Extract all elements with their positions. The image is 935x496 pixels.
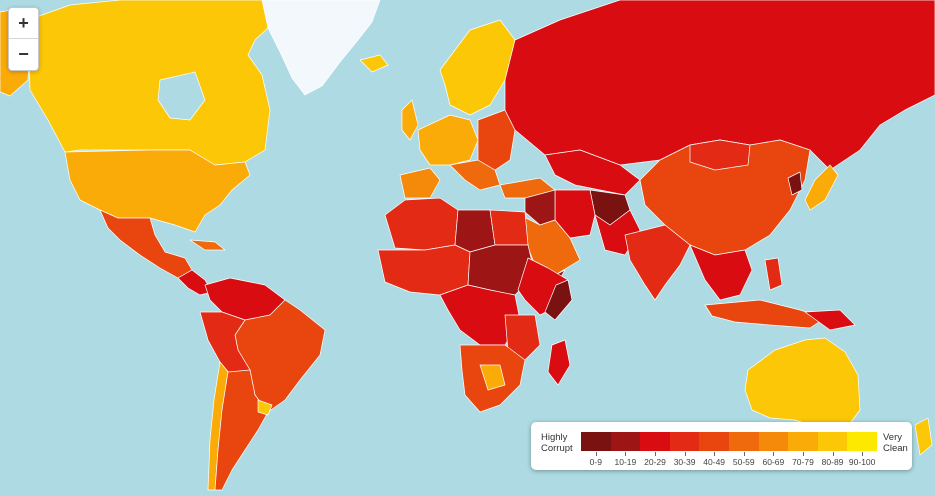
region-papua-new-guinea[interactable] (804, 309, 856, 331)
region-argentina[interactable] (214, 369, 269, 491)
region-libya[interactable] (454, 209, 496, 253)
region-cuba[interactable] (189, 239, 226, 251)
zoom-in-button[interactable]: + (9, 8, 38, 39)
legend-swatch (817, 432, 848, 451)
legend-tick-label: 90-100 (848, 452, 876, 467)
region-usa[interactable] (64, 149, 251, 233)
legend-swatch (640, 432, 670, 451)
legend-tick-label: 40-49 (699, 452, 729, 467)
region-uk[interactable] (401, 99, 419, 141)
legend-tick-label: 60-69 (759, 452, 789, 467)
region-mongolia[interactable] (689, 139, 751, 171)
region-scandinavia[interactable] (439, 19, 516, 116)
region-iberia[interactable] (399, 167, 441, 199)
region-australia[interactable] (744, 337, 861, 431)
region-north-korea[interactable] (787, 171, 803, 196)
zoom-out-button[interactable]: − (9, 39, 38, 70)
region-east-africa[interactable] (504, 314, 541, 361)
legend-high-label-line2: Clean (883, 443, 908, 454)
legend-tick-labels: 0-9 10-19 20-29 30-39 40-49 50-59 60-69 70-79 80… (581, 452, 877, 467)
region-southeast-asia[interactable] (689, 244, 753, 301)
legend-color-scale (581, 432, 877, 451)
region-western-europe[interactable] (417, 114, 479, 166)
legend-tick-label: 20-29 (640, 452, 670, 467)
zoom-control: + − (8, 7, 39, 71)
legend-swatch (758, 432, 789, 451)
region-north-africa-west[interactable] (384, 197, 459, 251)
legend-swatch (669, 432, 700, 451)
legend-swatch (699, 432, 729, 451)
legend-low-label-line2: Corrupt (541, 443, 573, 454)
legend-swatch (847, 432, 877, 451)
legend-swatch (610, 432, 641, 451)
region-madagascar[interactable] (547, 339, 571, 386)
legend-tick-label: 50-59 (729, 452, 759, 467)
legend-low-label-line1: Highly (541, 432, 568, 443)
legend-tick-label: 70-79 (788, 452, 818, 467)
legend-low-label: Highly Corrupt (541, 432, 573, 454)
region-indonesia[interactable] (704, 299, 826, 329)
region-greenland[interactable] (261, 0, 381, 96)
legend-tick-label: 0-9 (581, 452, 611, 467)
region-india[interactable] (624, 224, 691, 301)
region-somalia[interactable] (544, 279, 573, 321)
legend-tick-label: 30-39 (670, 452, 700, 467)
legend-high-label: Very Clean (883, 432, 908, 454)
region-iceland[interactable] (359, 54, 389, 73)
region-botswana[interactable] (479, 364, 506, 391)
region-japan[interactable] (804, 164, 839, 211)
map-legend: Highly Corrupt 0-9 10-19 20-29 30-39 40-49 50… (531, 422, 912, 470)
region-uruguay[interactable] (257, 399, 273, 416)
region-egypt[interactable] (489, 209, 529, 246)
region-new-zealand[interactable] (914, 417, 933, 456)
legend-tick-label: 10-19 (611, 452, 641, 467)
legend-high-label-line1: Very (883, 432, 903, 443)
region-philippines[interactable] (764, 257, 783, 291)
region-canada[interactable] (27, 0, 271, 166)
legend-swatch (788, 432, 818, 451)
region-hudson-bay (157, 71, 206, 121)
legend-tick-label: 80-89 (818, 452, 848, 467)
legend-swatch (728, 432, 759, 451)
region-peru-bolivia[interactable] (199, 311, 251, 381)
legend-swatch (581, 432, 611, 451)
region-west-africa[interactable] (377, 244, 471, 296)
